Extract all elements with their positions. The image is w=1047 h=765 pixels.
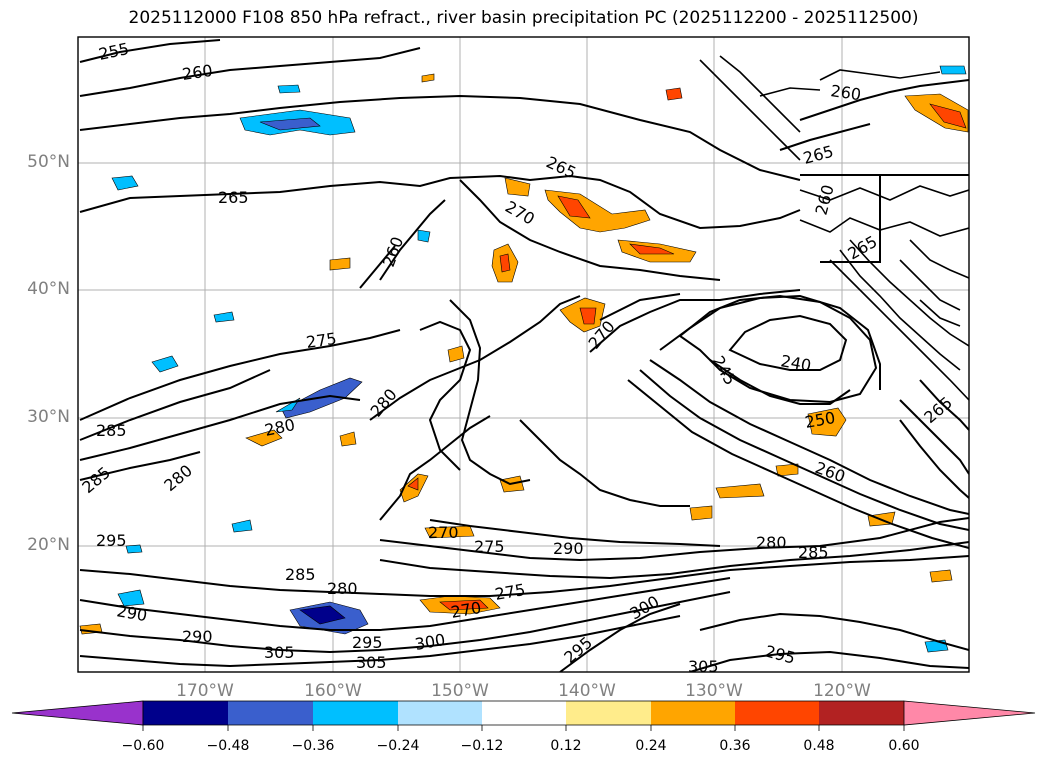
colorbar <box>11 700 1036 731</box>
map-title: 2025112000 F108 850 hPa refract., river … <box>128 8 919 28</box>
contour-label: 260 <box>829 81 862 104</box>
lon-label-160w: 160°W <box>304 681 362 701</box>
contour-label: 265 <box>218 188 249 207</box>
lon-label-140w: 140°W <box>558 681 616 701</box>
contour-label: 285 <box>798 543 829 562</box>
colorbar-tick-label: −0.60 <box>121 738 165 754</box>
precipitation-fills <box>79 65 969 653</box>
map-panel <box>78 37 969 672</box>
contour-label: 275 <box>474 537 505 556</box>
colorbar-tick-label: −0.48 <box>206 738 250 754</box>
colorbar-segment <box>651 701 735 725</box>
contour-label: 285 <box>285 565 316 584</box>
contour-label: 275 <box>305 329 338 352</box>
coastal-contours <box>699 55 969 401</box>
refractivity-contours <box>79 39 969 672</box>
colorbar-tick-label: −0.24 <box>376 738 420 754</box>
lon-label-150w: 150°W <box>431 681 489 701</box>
lon-label-130w: 130°W <box>685 681 743 701</box>
colorbar-segment <box>398 701 482 725</box>
colorbar-tick-label: −0.12 <box>460 738 504 754</box>
contour-label: 305 <box>356 653 387 672</box>
contour-label: 295 <box>96 531 127 550</box>
contour-label: 305 <box>264 643 295 662</box>
colorbar-min-extension <box>11 700 144 726</box>
colorbar-tick-label: 0.24 <box>635 738 667 754</box>
contour-label: 280 <box>756 533 787 552</box>
colorbar-max-extension <box>903 700 1036 726</box>
contour-label: 280 <box>327 579 358 598</box>
colorbar-segment <box>482 701 566 725</box>
colorbar-segment <box>313 701 398 725</box>
contour-label: 295 <box>352 633 383 652</box>
colorbar-tick-label: 0.12 <box>550 738 582 754</box>
contour-label: 285 <box>96 421 127 440</box>
contour-label: 260 <box>181 61 214 84</box>
colorbar-tick-label: 0.48 <box>803 738 835 754</box>
colorbar-segment <box>143 701 228 725</box>
contour-label: 290 <box>553 539 584 558</box>
lat-label-50n: 50°N <box>27 152 70 172</box>
lat-label-40n: 40°N <box>27 279 70 299</box>
colorbar-tick-label: −0.36 <box>291 738 335 754</box>
lat-label-20n: 20°N <box>27 535 70 555</box>
colorbar-tick-label: 0.36 <box>719 738 751 754</box>
colorbar-segment <box>819 701 904 725</box>
lon-label-170w: 170°W <box>176 681 234 701</box>
contour-label: 305 <box>688 657 719 676</box>
map-border <box>77 36 970 673</box>
colorbar-tick-label: 0.60 <box>888 738 920 754</box>
lat-label-30n: 30°N <box>27 407 70 427</box>
colorbar-segment <box>566 701 651 725</box>
contour-label: 290 <box>182 627 213 646</box>
colorbar-segment <box>735 701 819 725</box>
colorbar-segment <box>228 701 313 725</box>
lon-label-120w: 120°W <box>813 681 871 701</box>
contour-label: 270 <box>428 523 459 542</box>
